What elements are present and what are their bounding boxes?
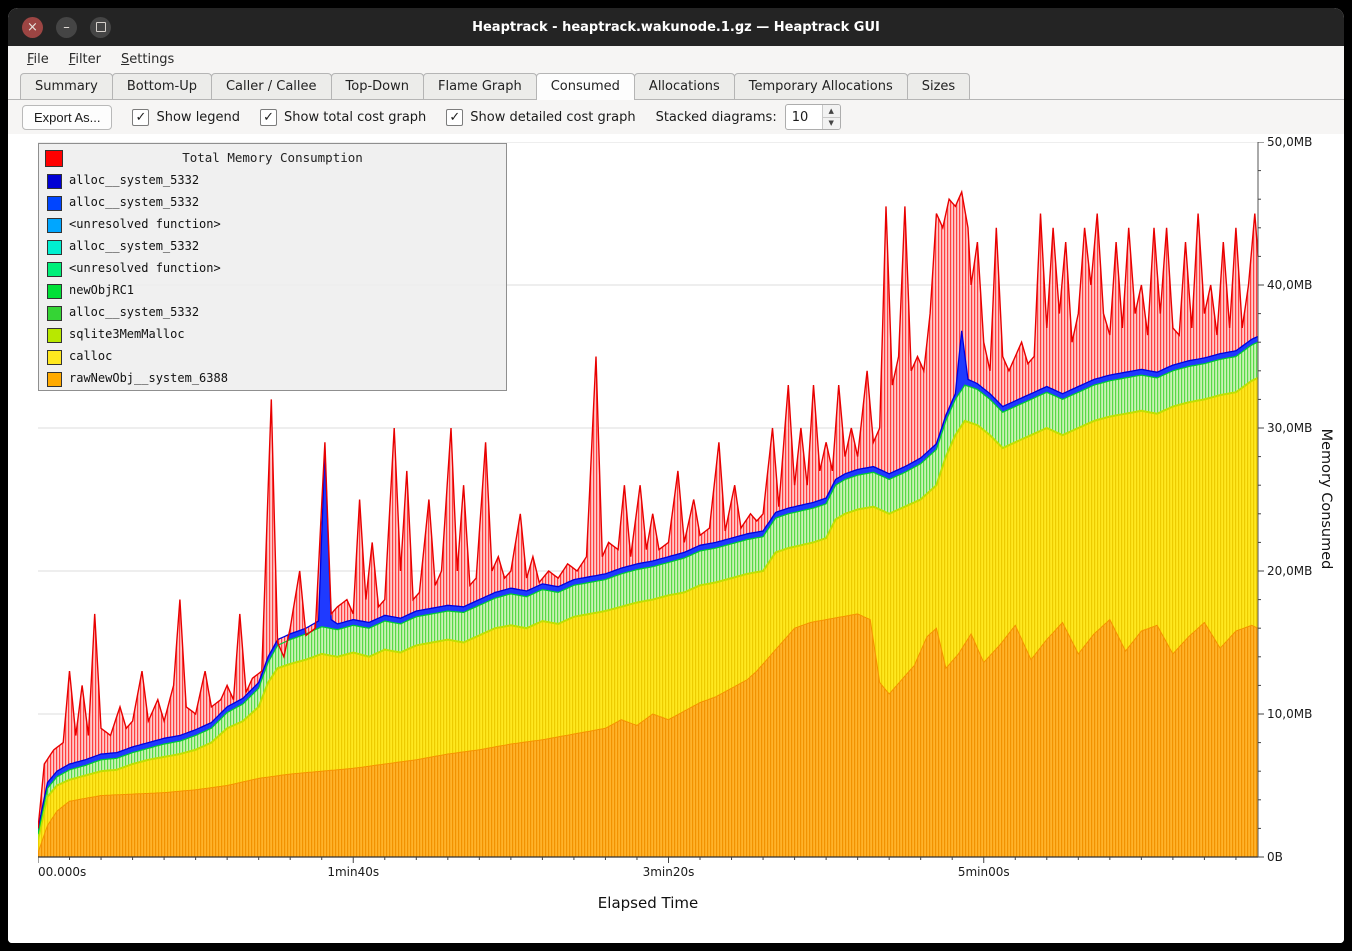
legend-item: alloc__system_5332 xyxy=(39,170,506,192)
checkbox-label: Show legend xyxy=(156,109,241,125)
checkbox-label: Show detailed cost graph xyxy=(470,109,636,125)
legend-swatch xyxy=(47,306,62,321)
legend-label: newObjRC1 xyxy=(69,283,135,297)
legend-swatch xyxy=(47,240,62,255)
legend-swatch xyxy=(47,372,62,387)
legend-label: calloc xyxy=(69,349,113,363)
legend-label: alloc__system_5332 xyxy=(69,239,200,253)
toolbar: Export As... ✓ Show legend ✓ Show total cos… xyxy=(8,100,1344,134)
legend-total-swatch xyxy=(45,150,63,167)
legend-item: calloc xyxy=(39,346,506,368)
tab-bottom-up[interactable]: Bottom-Up xyxy=(111,73,212,99)
y-tick-label: 20,0MB xyxy=(1267,564,1313,578)
minimize-button[interactable]: – xyxy=(56,16,77,38)
x-tick-label: 1min40s xyxy=(327,865,380,879)
legend-item: sqlite3MemMalloc xyxy=(39,324,506,346)
window-title: Heaptrack - heaptrack.wakunode.1.gz — He… xyxy=(472,19,880,35)
menu-settings[interactable]: Settings xyxy=(121,52,175,67)
tab-caller-callee[interactable]: Caller / Callee xyxy=(210,73,332,99)
spinner-down-button[interactable]: ▼ xyxy=(822,117,840,129)
legend-item: <unresolved function> xyxy=(39,258,506,280)
tab-flame-graph[interactable]: Flame Graph xyxy=(422,73,537,99)
tab-temporary-allocations[interactable]: Temporary Allocations xyxy=(733,73,908,99)
x-axis-title: Elapsed Time xyxy=(597,894,699,912)
tab-sizes[interactable]: Sizes xyxy=(906,73,971,99)
checkbox-box[interactable]: ✓ xyxy=(260,108,278,126)
legend-item: alloc__system_5332 xyxy=(39,302,506,324)
memory-chart[interactable]: Total Memory Consumption alloc__system_5… xyxy=(8,134,1344,943)
legend-item: <unresolved function> xyxy=(39,214,506,236)
stacked-diagrams-value: 10 xyxy=(791,109,809,125)
maximize-icon xyxy=(95,22,106,32)
close-button[interactable]: × xyxy=(22,16,43,38)
menu-filter[interactable]: Filter xyxy=(68,52,101,67)
app-window: × – Heaptrack - heaptrack.wakunode.1.gz … xyxy=(8,8,1344,943)
close-icon: × xyxy=(27,19,38,35)
checkbox-label: Show total cost graph xyxy=(284,109,427,125)
tab-top-down[interactable]: Top-Down xyxy=(330,73,424,99)
legend-label: <unresolved function> xyxy=(69,217,221,231)
legend-swatch xyxy=(47,174,62,189)
tab-summary[interactable]: Summary xyxy=(20,73,113,99)
checkbox-show-legend[interactable]: ✓ Show legend xyxy=(132,108,241,126)
minimize-icon: – xyxy=(63,19,70,35)
checkbox-show-total-cost-graph[interactable]: ✓ Show total cost graph xyxy=(260,108,427,126)
legend-item: alloc__system_5332 xyxy=(39,192,506,214)
legend-label: rawNewObj__system_6388 xyxy=(69,371,228,385)
legend-item: newObjRC1 xyxy=(39,280,506,302)
y-tick-label: 50,0MB xyxy=(1267,135,1313,149)
legend-swatch xyxy=(47,328,62,343)
stacked-diagrams-spinner[interactable]: 10 ▲ ▼ xyxy=(784,104,841,130)
y-tick-label: 0B xyxy=(1267,850,1283,864)
checkbox-box[interactable]: ✓ xyxy=(132,108,150,126)
legend-item: rawNewObj__system_6388 xyxy=(39,368,506,390)
x-tick-label: 00.000s xyxy=(38,865,87,879)
legend-swatch xyxy=(47,262,62,277)
legend-title: Total Memory Consumption xyxy=(182,150,363,165)
legend-label: sqlite3MemMalloc xyxy=(69,327,185,341)
legend-swatch xyxy=(47,350,62,365)
y-axis-title: Memory Consumed xyxy=(1318,428,1334,570)
y-tick-label: 10,0MB xyxy=(1267,707,1313,721)
chart-plot[interactable] xyxy=(38,142,1268,867)
title-bar: × – Heaptrack - heaptrack.wakunode.1.gz … xyxy=(8,8,1344,46)
chart-legend: Total Memory Consumption alloc__system_5… xyxy=(38,143,507,391)
legend-swatch xyxy=(47,218,62,233)
checkbox-box[interactable]: ✓ xyxy=(446,108,464,126)
legend-swatch xyxy=(47,284,62,299)
legend-swatch xyxy=(47,196,62,211)
x-tick-label: 3min20s xyxy=(642,865,695,879)
legend-item: alloc__system_5332 xyxy=(39,236,506,258)
legend-label: alloc__system_5332 xyxy=(69,195,200,209)
export-as-button[interactable]: Export As... xyxy=(22,104,113,130)
menu-file[interactable]: File xyxy=(27,52,49,67)
stacked-diagrams-label: Stacked diagrams: xyxy=(655,109,777,125)
x-tick-label: 5min00s xyxy=(957,865,1010,879)
checkbox-show-detailed-cost-graph[interactable]: ✓ Show detailed cost graph xyxy=(446,108,636,126)
y-tick-label: 40,0MB xyxy=(1267,278,1313,292)
maximize-button[interactable] xyxy=(90,16,111,38)
y-tick-label: 30,0MB xyxy=(1267,421,1313,435)
tab-consumed[interactable]: Consumed xyxy=(535,73,635,100)
legend-label: alloc__system_5332 xyxy=(69,173,200,187)
legend-label: <unresolved function> xyxy=(69,261,221,275)
tab-bar: Summary Bottom-Up Caller / Callee Top-Down F… xyxy=(8,73,1344,100)
spinner-up-button[interactable]: ▲ xyxy=(822,105,840,118)
legend-label: alloc__system_5332 xyxy=(69,305,200,319)
tab-allocations[interactable]: Allocations xyxy=(633,73,735,99)
menu-bar: File Filter Settings xyxy=(8,46,1344,73)
